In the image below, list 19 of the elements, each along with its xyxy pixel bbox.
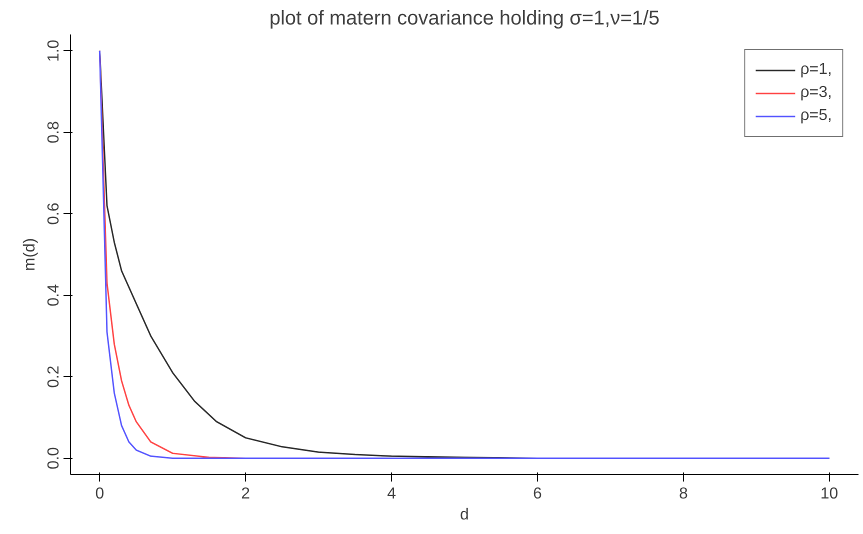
- legend-label: ρ=1,: [800, 61, 832, 79]
- x-tick-label: 10: [820, 486, 838, 502]
- x-tick-label: 6: [533, 486, 542, 502]
- line-series: [98, 50, 830, 459]
- x-tick-label: 0: [95, 486, 104, 502]
- y-tick-label: 1.0: [46, 40, 62, 62]
- y-tick-label: 0.8: [46, 121, 62, 144]
- y-tick-label: 0.4: [46, 284, 62, 306]
- x-tick-label: 4: [387, 486, 396, 502]
- y-tick-label: 0.0: [46, 446, 62, 470]
- y-tick-label: 0.2: [46, 366, 62, 388]
- legend-label: ρ=5,: [800, 107, 832, 125]
- legend-label: ρ=3,: [800, 84, 832, 102]
- x-tick-label: 8: [678, 486, 688, 502]
- chart-title: plot of matern covariance holding σ=1,ν=1/5: [269, 8, 660, 30]
- x-tick-label: 2: [241, 486, 250, 502]
- y-tick-label: 0.6: [46, 202, 62, 225]
- x-axis-title: d: [460, 506, 469, 524]
- y-axis-title: m(d): [22, 238, 38, 271]
